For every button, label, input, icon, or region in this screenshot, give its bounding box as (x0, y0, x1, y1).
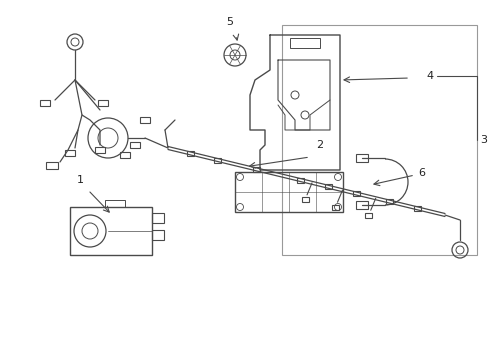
Bar (353, 191, 360, 196)
Text: 4: 4 (426, 71, 434, 81)
Bar (414, 206, 421, 211)
Bar (365, 213, 372, 218)
Text: 3: 3 (481, 135, 488, 145)
Text: 1: 1 (76, 175, 83, 185)
Bar (65, 150, 75, 156)
Bar (130, 142, 140, 148)
Text: 5: 5 (226, 17, 234, 27)
Bar (46, 162, 58, 168)
Bar (325, 184, 332, 189)
Bar (152, 230, 164, 240)
Bar (105, 200, 125, 207)
Bar (98, 100, 108, 106)
Bar (140, 117, 150, 123)
Bar (120, 152, 130, 158)
Bar (214, 158, 221, 163)
Text: 6: 6 (418, 168, 425, 178)
Bar (301, 197, 309, 202)
Bar (70, 207, 152, 255)
Bar (95, 147, 105, 153)
Bar (332, 205, 339, 210)
Bar (235, 172, 343, 212)
Bar (356, 201, 368, 209)
Bar (253, 167, 260, 172)
Bar (40, 100, 50, 106)
Bar (290, 38, 320, 48)
Bar (152, 213, 164, 223)
Bar (356, 154, 368, 162)
Text: 2: 2 (317, 140, 323, 150)
Bar (297, 178, 304, 183)
Bar (386, 199, 393, 204)
Bar (282, 25, 477, 255)
Bar (187, 151, 194, 156)
